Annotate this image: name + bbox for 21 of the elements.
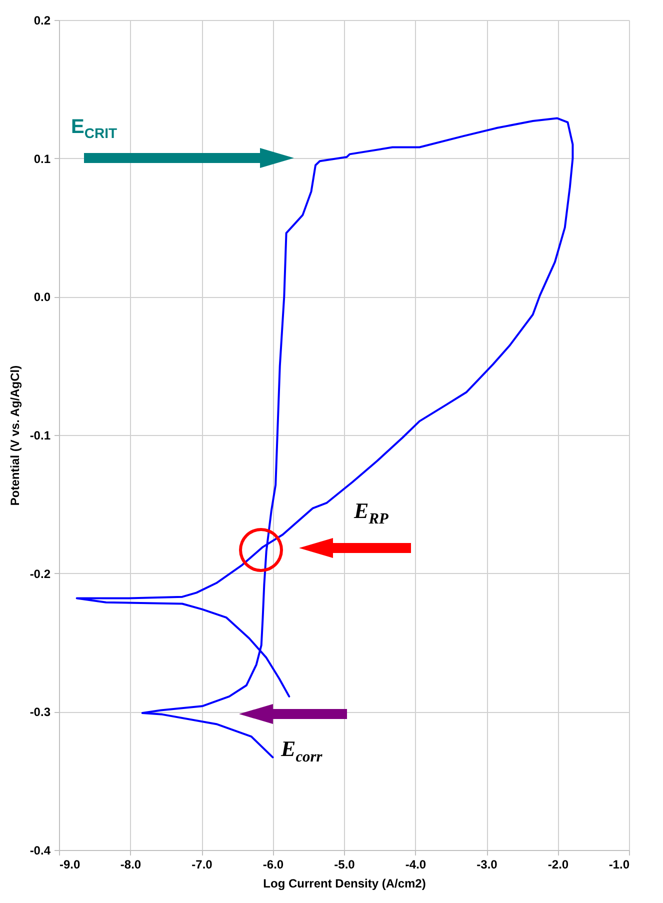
x-tick-label: -5.0: [334, 858, 356, 872]
x-tick-label: -3.0: [476, 858, 498, 872]
x-tick-label: -8.0: [120, 858, 142, 872]
y-tick-label: -0.3: [30, 705, 51, 720]
y-tick-label: -0.4: [30, 844, 51, 858]
y-tick-label: 0.1: [34, 152, 51, 166]
annotation: E$_{CRIT}$: [71, 116, 118, 141]
annotation: E$_{RP}$: [354, 498, 388, 528]
y-axis-title: Potential (V vs. Ag/AgCl): [8, 365, 22, 506]
y-tick-label: 0.2: [34, 14, 51, 28]
x-tick-label: -4.0: [405, 858, 426, 872]
x-axis-title: Log Current Density (A/cm2): [263, 876, 426, 890]
x-tick-label: -6.0: [262, 858, 284, 872]
x-tick-label: -2.0: [548, 858, 569, 872]
y-tick-label: -0.2: [30, 566, 51, 581]
annotation: E$_{corr}$: [281, 736, 322, 766]
y-tick-label: -0.1: [30, 428, 51, 442]
x-tick-label: -1.0: [608, 858, 630, 872]
x-tick-label: -7.0: [192, 858, 213, 872]
y-tick-label: 0.0: [34, 290, 51, 304]
x-tick-label: -9.0: [60, 858, 81, 872]
